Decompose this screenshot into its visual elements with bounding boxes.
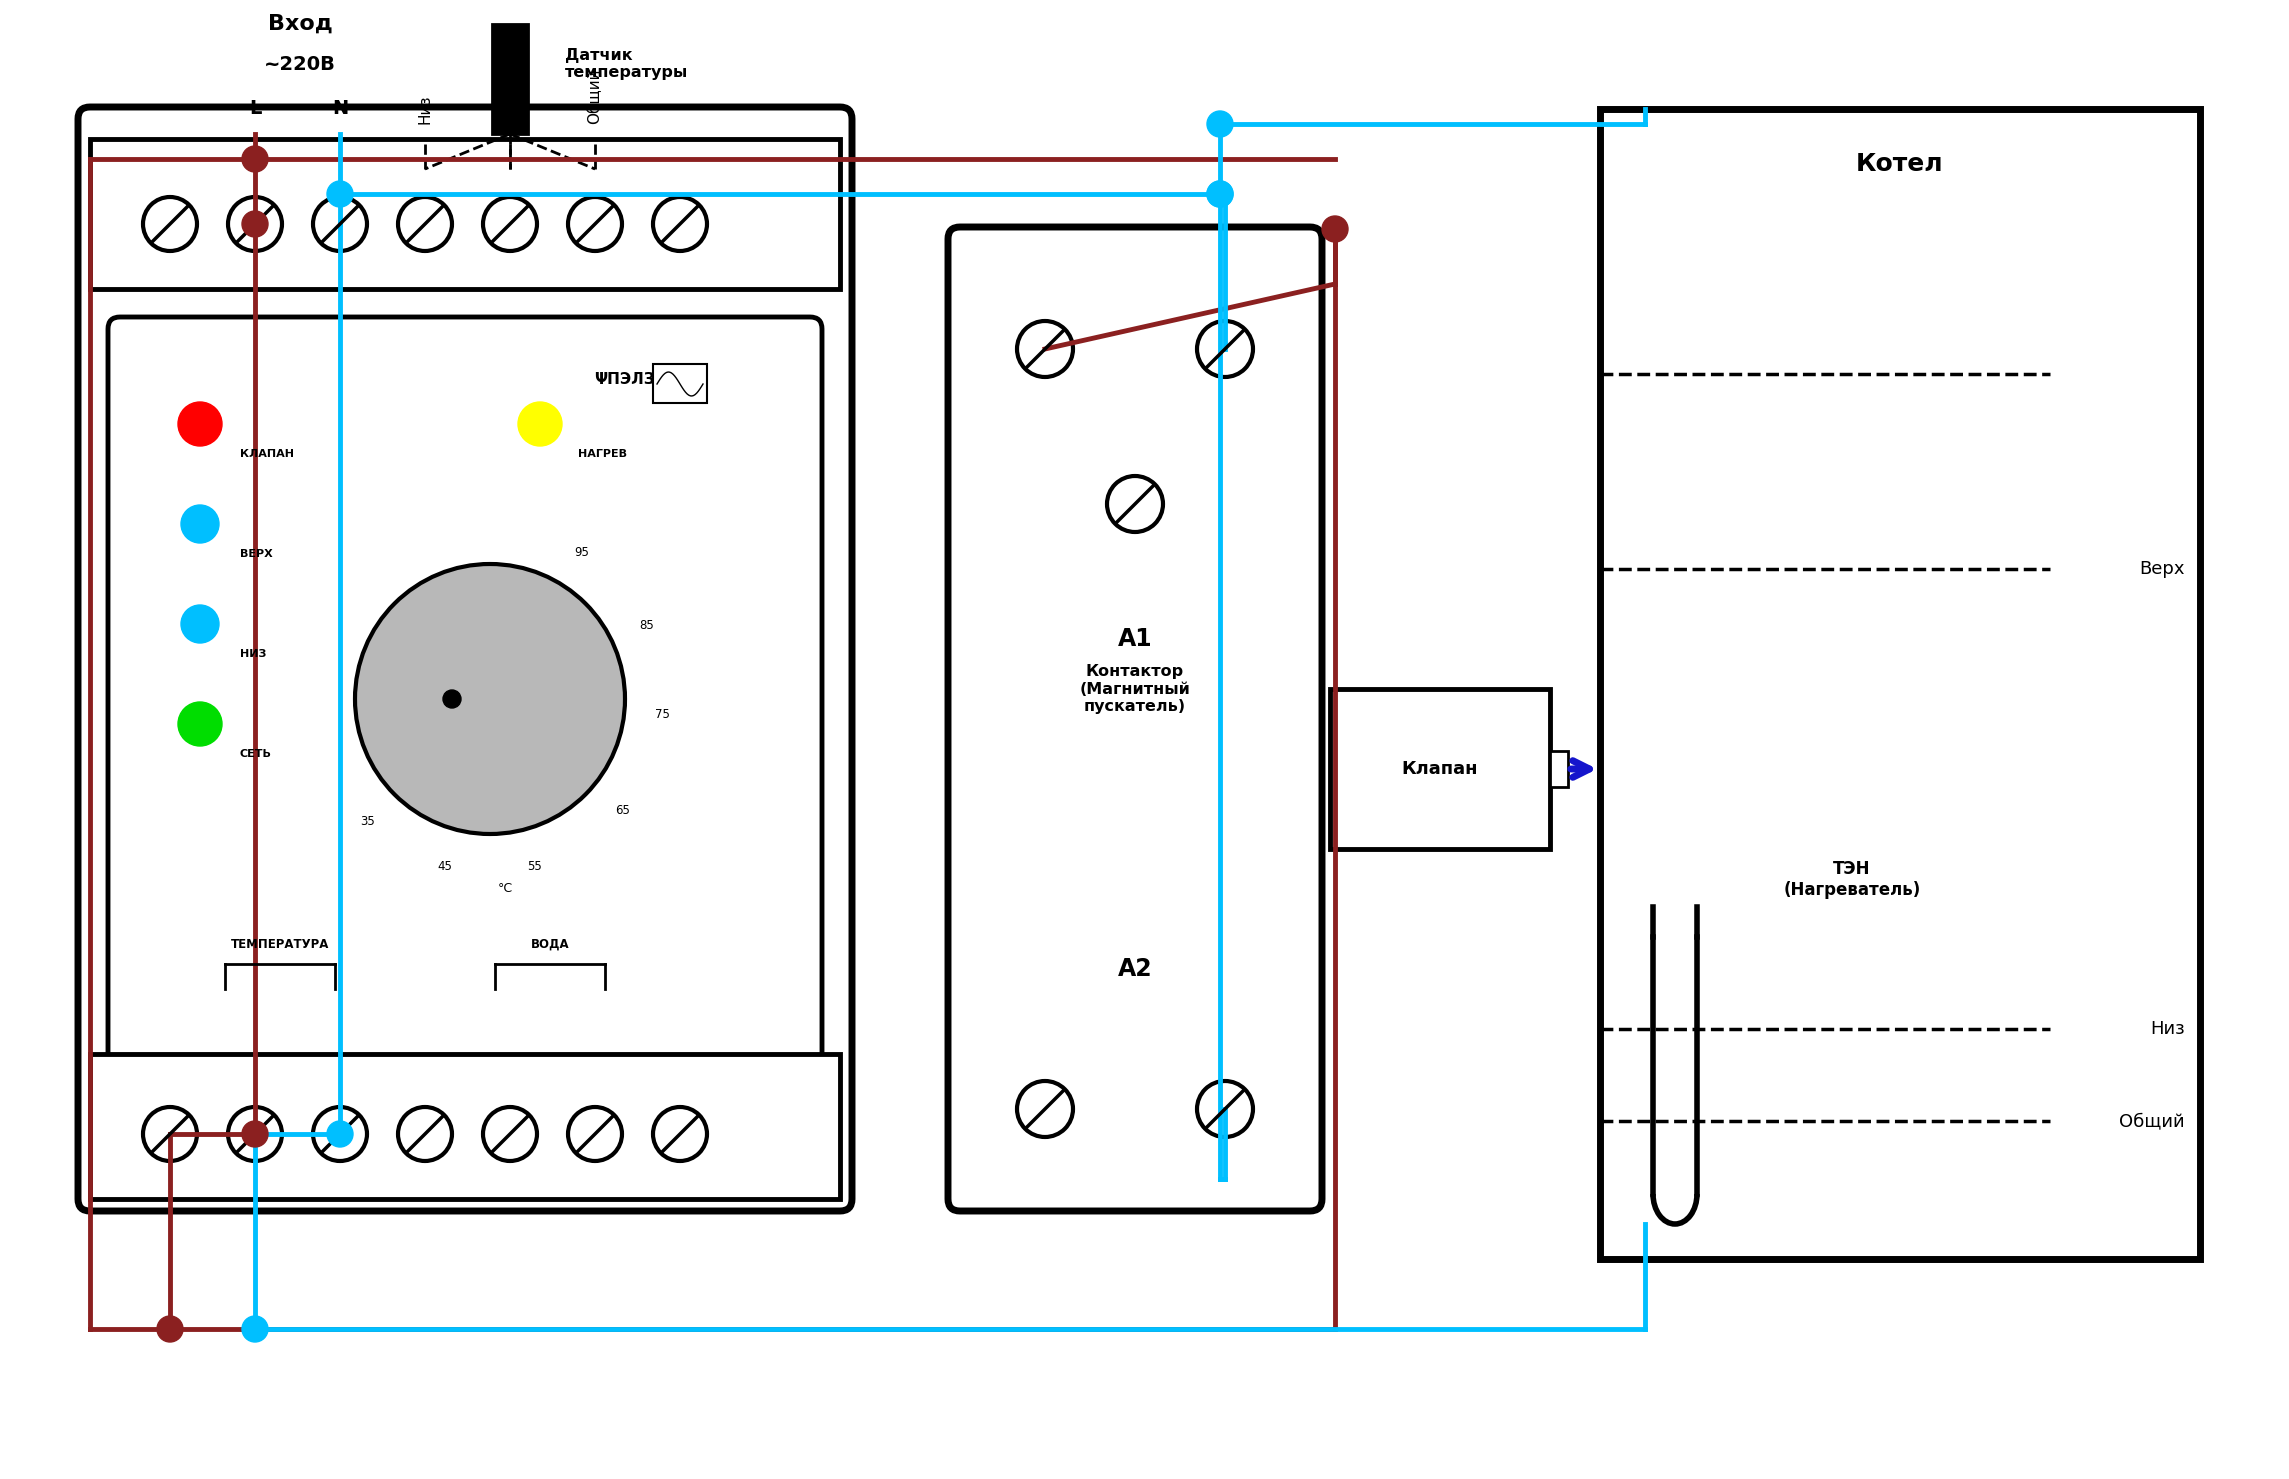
Text: Датчик
температуры: Датчик температуры xyxy=(565,47,689,80)
Circle shape xyxy=(1206,180,1234,207)
Circle shape xyxy=(243,1316,268,1341)
Text: ТЕМПЕРАТУРА: ТЕМПЕРАТУРА xyxy=(231,938,330,951)
Text: Низ: Низ xyxy=(417,95,433,124)
FancyBboxPatch shape xyxy=(948,226,1323,1211)
Text: ~220В: ~220В xyxy=(263,55,336,74)
Text: Верх: Верх xyxy=(504,86,517,124)
Circle shape xyxy=(444,691,460,708)
Circle shape xyxy=(1206,180,1234,207)
Circle shape xyxy=(327,180,353,207)
Text: °C: °C xyxy=(497,883,513,895)
Text: Вход: Вход xyxy=(268,13,332,34)
Bar xyxy=(1600,109,2200,1259)
Text: 35: 35 xyxy=(359,815,375,828)
Text: ВЕРХ: ВЕРХ xyxy=(240,549,272,559)
Circle shape xyxy=(243,146,268,172)
FancyBboxPatch shape xyxy=(78,106,852,1211)
Text: N: N xyxy=(332,99,348,118)
Bar xyxy=(1330,689,1550,849)
Circle shape xyxy=(1206,111,1234,138)
Text: 95: 95 xyxy=(575,546,588,559)
Text: Котел: Котел xyxy=(1856,152,1943,176)
Text: L: L xyxy=(250,99,261,118)
Circle shape xyxy=(181,504,220,543)
Text: Контактор
(Магнитный
пускатель): Контактор (Магнитный пускатель) xyxy=(1080,664,1190,714)
Circle shape xyxy=(179,402,222,447)
Bar xyxy=(89,139,840,288)
Text: НИЗ: НИЗ xyxy=(240,649,266,660)
Text: 55: 55 xyxy=(526,859,542,873)
Text: Низ: Низ xyxy=(2149,1021,2186,1038)
Text: A2: A2 xyxy=(1117,957,1151,981)
Circle shape xyxy=(181,605,220,643)
Text: 75: 75 xyxy=(655,707,671,720)
Text: НАГРЕВ: НАГРЕВ xyxy=(579,450,627,458)
Bar xyxy=(492,24,529,135)
Circle shape xyxy=(158,1316,183,1341)
Text: Общий: Общий xyxy=(2120,1112,2186,1130)
Text: 45: 45 xyxy=(437,859,453,873)
Circle shape xyxy=(243,211,268,237)
Circle shape xyxy=(243,1121,268,1148)
FancyBboxPatch shape xyxy=(108,317,822,1140)
Circle shape xyxy=(355,563,625,834)
Text: ВОДА: ВОДА xyxy=(531,938,570,951)
FancyBboxPatch shape xyxy=(652,364,707,402)
Text: Клапан: Клапан xyxy=(1401,760,1479,778)
Text: ΨПЭЛЗ: ΨПЭЛЗ xyxy=(595,371,655,386)
Bar xyxy=(89,1055,840,1199)
Circle shape xyxy=(517,402,563,447)
Text: A1: A1 xyxy=(1117,627,1151,651)
Bar xyxy=(1550,751,1568,787)
Text: СЕТЬ: СЕТЬ xyxy=(240,748,272,759)
Text: 65: 65 xyxy=(616,803,629,816)
Text: Общий: Общий xyxy=(588,68,602,124)
Circle shape xyxy=(327,1121,353,1148)
Text: Верх: Верх xyxy=(2140,561,2186,578)
Text: 85: 85 xyxy=(639,620,655,633)
Circle shape xyxy=(1323,216,1348,243)
Text: ТЭН
(Нагреватель): ТЭН (Нагреватель) xyxy=(1783,861,1920,899)
Circle shape xyxy=(179,703,222,745)
Text: КЛАПАН: КЛАПАН xyxy=(240,450,293,458)
